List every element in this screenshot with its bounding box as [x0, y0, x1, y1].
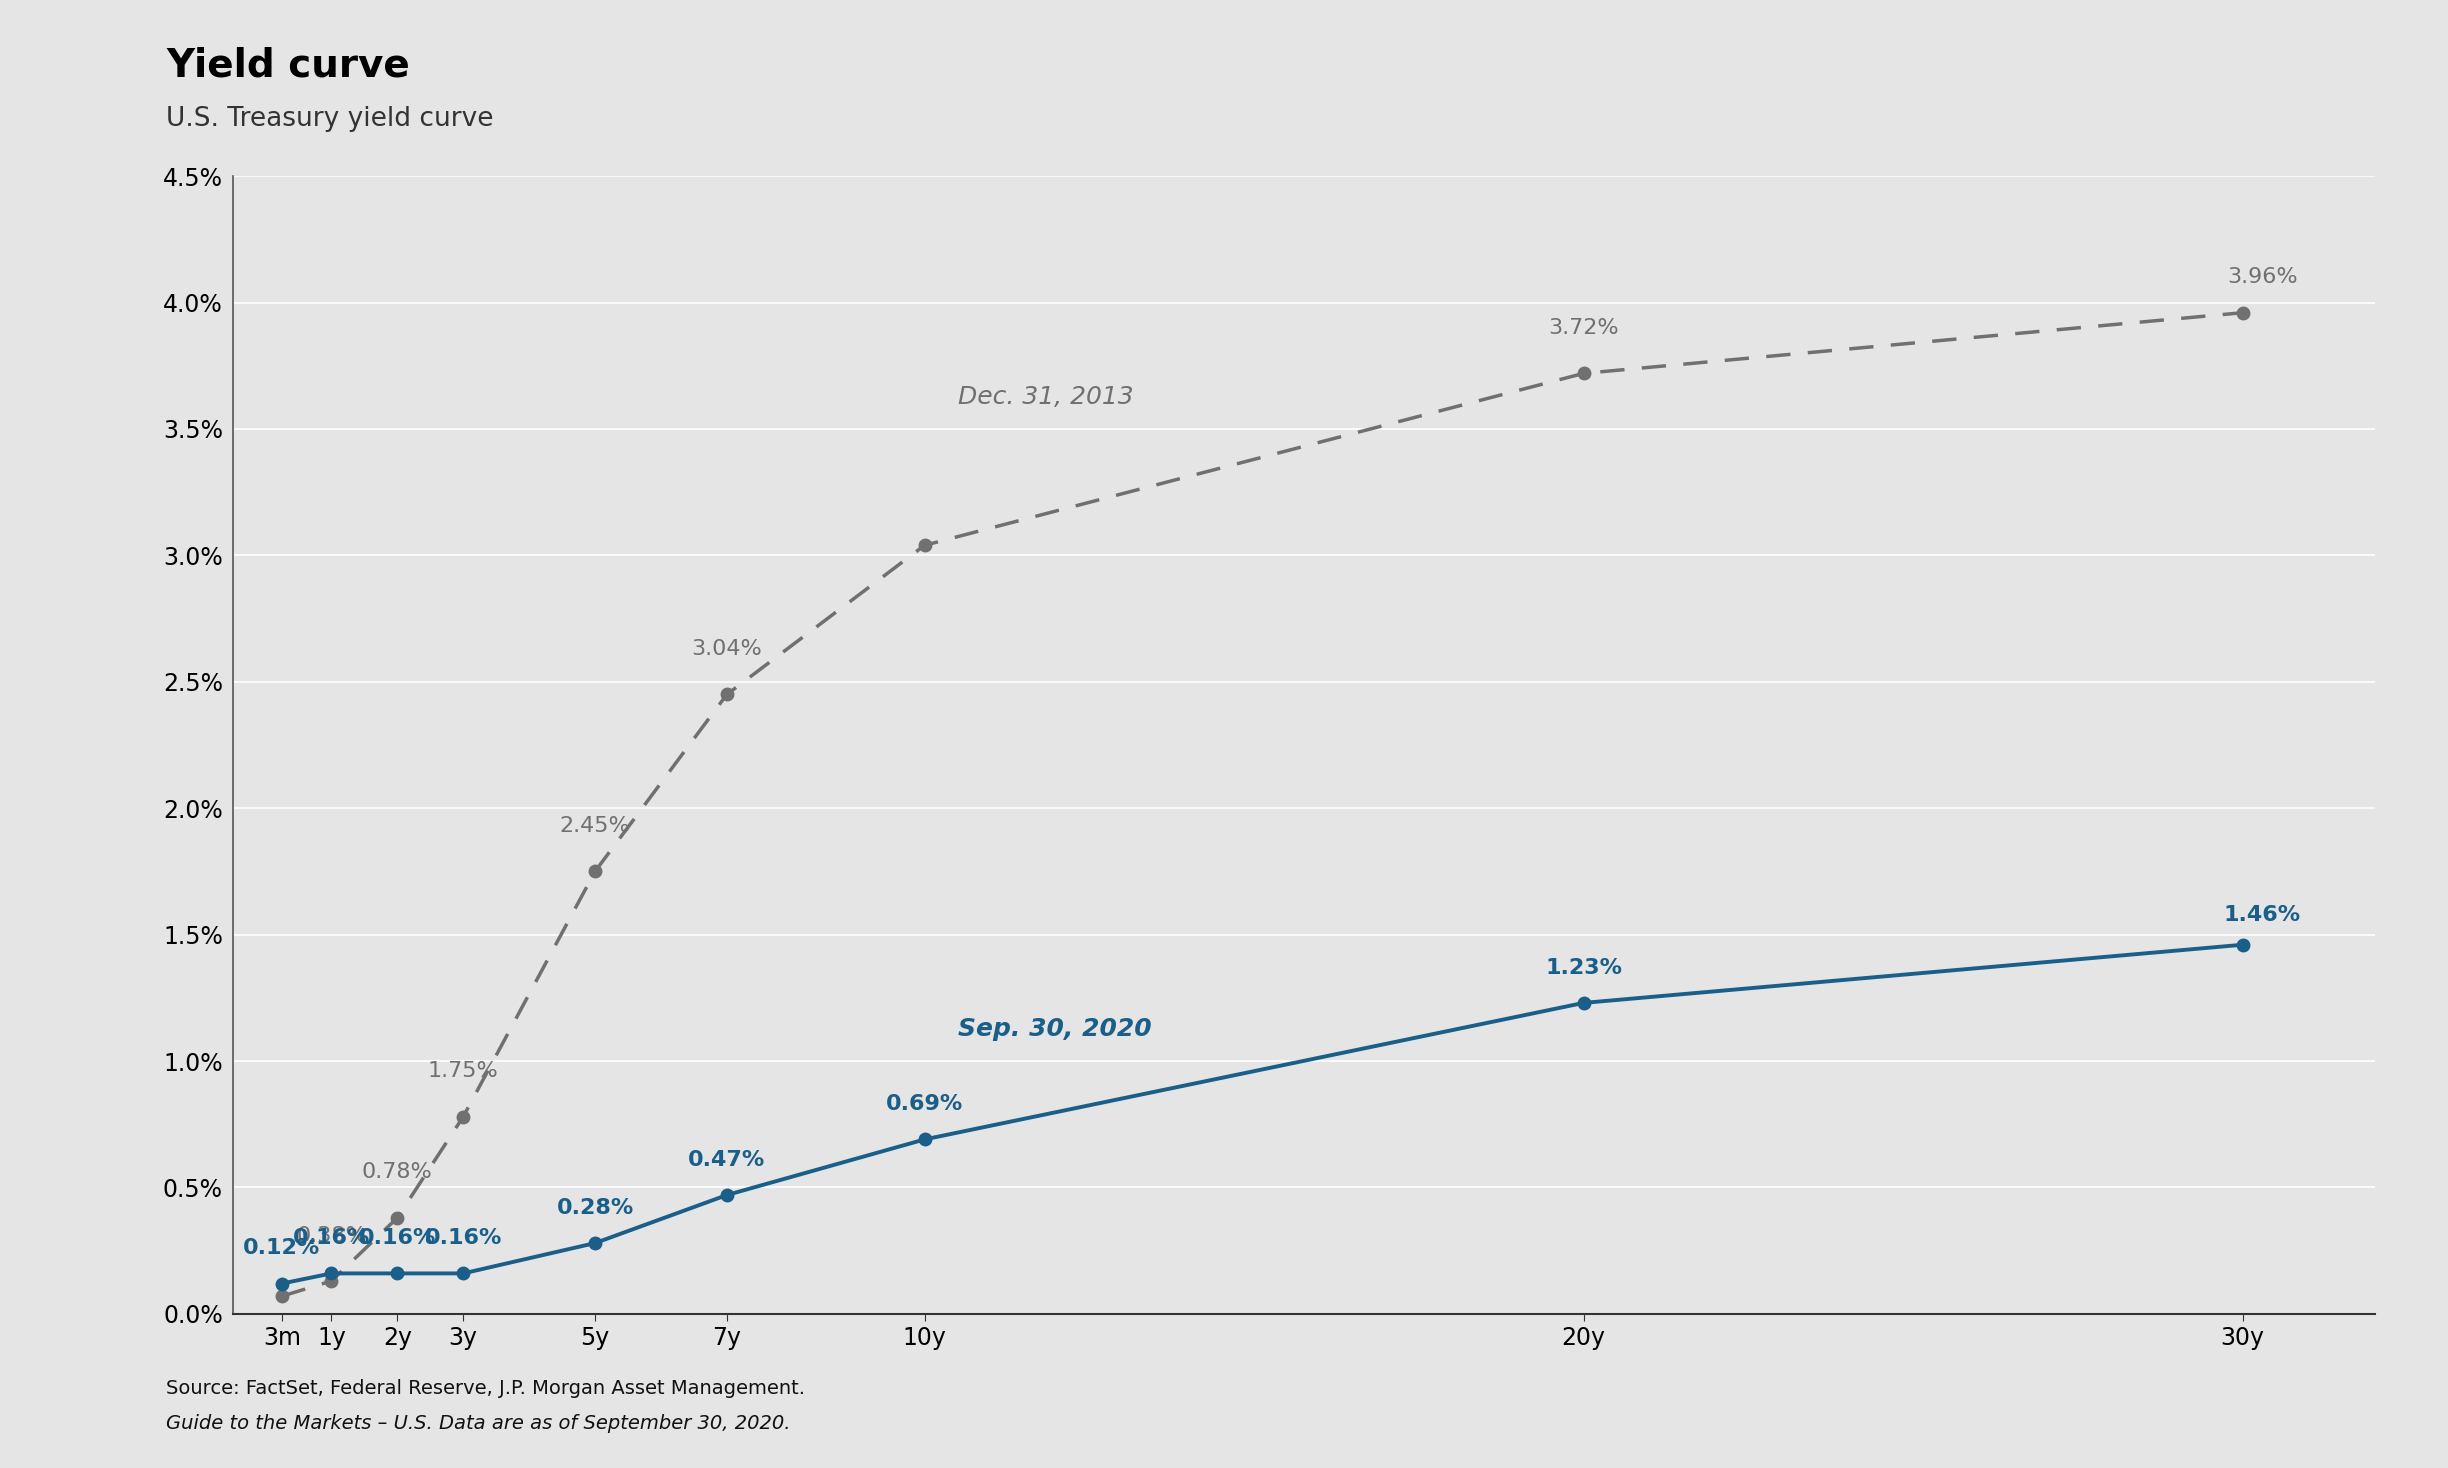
Text: 0.69%: 0.69%: [886, 1094, 962, 1114]
Text: 0.16%: 0.16%: [424, 1229, 502, 1248]
Text: 0.38%: 0.38%: [296, 1226, 367, 1245]
Text: Dec. 31, 2013: Dec. 31, 2013: [957, 385, 1133, 408]
Text: 1.75%: 1.75%: [428, 1061, 499, 1082]
Text: 1.23%: 1.23%: [1545, 957, 1623, 978]
Text: Guide to the Markets – U.S. Data are as of September 30, 2020.: Guide to the Markets – U.S. Data are as …: [166, 1414, 791, 1433]
Text: 3.04%: 3.04%: [690, 639, 761, 659]
Text: Source: FactSet, Federal Reserve, J.P. Morgan Asset Management.: Source: FactSet, Federal Reserve, J.P. M…: [166, 1378, 805, 1398]
Text: 0.28%: 0.28%: [556, 1198, 634, 1218]
Text: 2.45%: 2.45%: [561, 816, 632, 837]
Text: 0.47%: 0.47%: [688, 1149, 766, 1170]
Text: 0.16%: 0.16%: [360, 1229, 436, 1248]
Text: 0.16%: 0.16%: [294, 1229, 370, 1248]
Text: Yield curve: Yield curve: [166, 47, 411, 85]
Text: 3.96%: 3.96%: [2228, 267, 2299, 288]
Text: Sep. 30, 2020: Sep. 30, 2020: [957, 1017, 1151, 1041]
Text: U.S. Treasury yield curve: U.S. Treasury yield curve: [166, 106, 494, 132]
Text: 1.46%: 1.46%: [2223, 904, 2301, 925]
Text: 0.78%: 0.78%: [362, 1163, 433, 1182]
Text: 0.12%: 0.12%: [242, 1238, 321, 1258]
Text: 3.72%: 3.72%: [1547, 319, 1618, 338]
